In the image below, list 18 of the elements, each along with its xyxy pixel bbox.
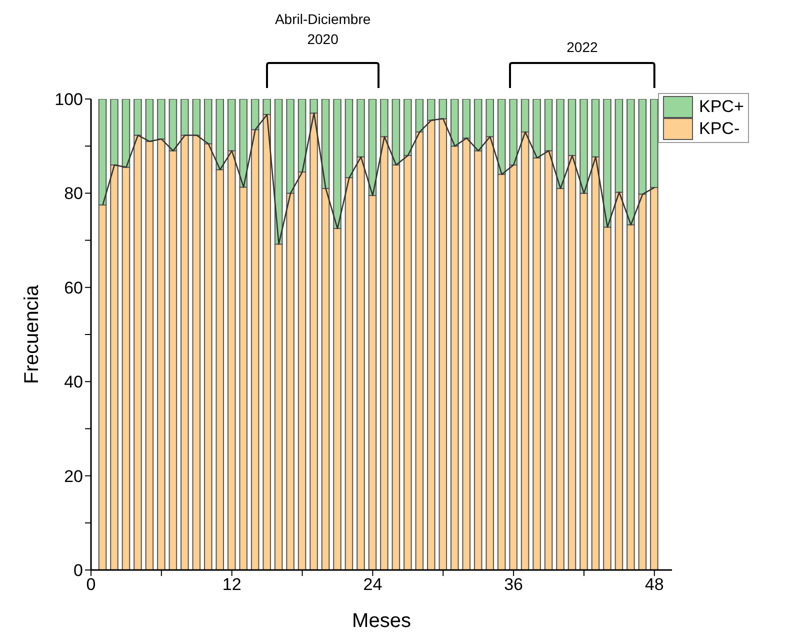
x-axis-title: Meses <box>352 610 411 632</box>
y-tick-label: 100 <box>54 90 83 110</box>
text: Abril-Diciembre 2020 <box>274 10 372 49</box>
line-series <box>102 112 656 245</box>
y-tick-label: 40 <box>64 372 83 392</box>
x-tick-label: 48 <box>644 575 664 594</box>
legend-label: KPC+ <box>699 96 744 118</box>
legend-label: KPC- <box>699 118 740 140</box>
y-tick-label: 60 <box>64 278 83 298</box>
y-tick-label: 20 <box>64 466 83 486</box>
text: 2022 <box>566 38 599 57</box>
y-tick-label: 80 <box>64 184 83 204</box>
y-tick-label: 0 <box>74 561 83 580</box>
y-axis-title: Frecuencia <box>21 284 44 384</box>
x-tick-label: 24 <box>363 575 382 594</box>
x-tick-label: 0 <box>86 575 96 594</box>
x-tick-label: 12 <box>222 575 242 594</box>
x-tick-label: 36 <box>504 575 524 594</box>
